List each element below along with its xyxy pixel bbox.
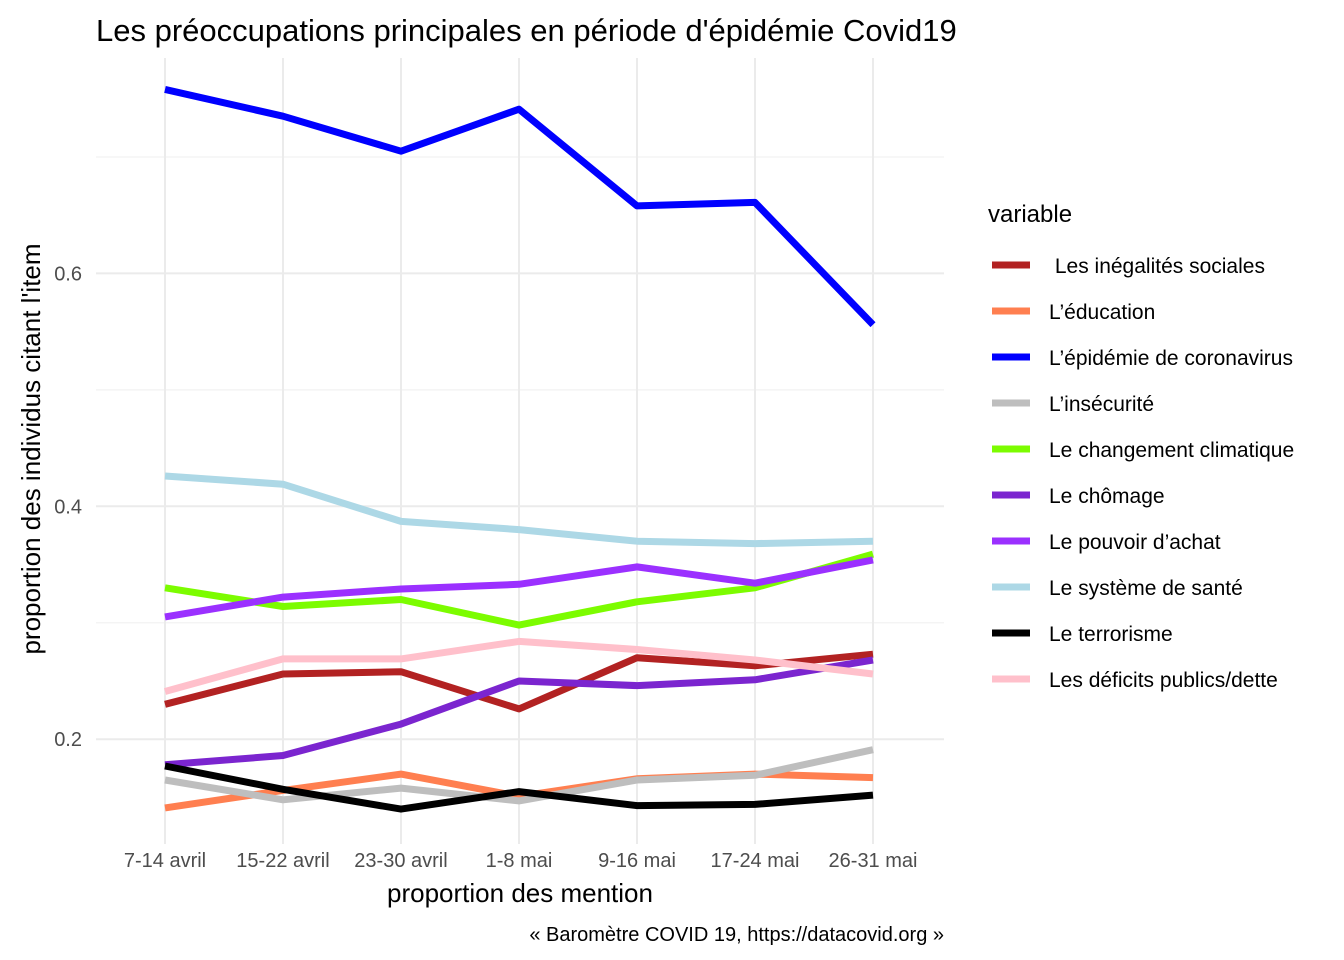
legend-label: L’éducation [1049,301,1155,324]
legend-label: Les inégalités sociales [1049,255,1265,278]
x-tick-label: 1-8 mai [486,850,553,872]
y-axis-label: proportion des individus citant l'item [16,243,46,654]
x-tick-label: 23-30 avril [354,850,447,872]
y-tick-label: 0.6 [54,263,82,285]
legend: variable Les inégalités sociales L’éducat… [988,201,1294,692]
legend-label: L’épidémie de coronavirus [1049,347,1293,370]
series-line [164,85,876,328]
series-line [164,762,874,813]
x-tick-label: 15-22 avril [236,850,329,872]
series-lines [164,85,876,813]
legend-label: Les déficits publics/dette [1049,669,1278,692]
legend-label: Le système de santé [1049,577,1243,600]
series-line [164,746,874,805]
grid [96,58,944,844]
legend-entries: Les inégalités sociales L’éducation L’épid… [992,255,1294,692]
legend-label: Le changement climatique [1049,439,1294,462]
chart-title: Les préoccupations principales en périod… [96,13,957,48]
legend-label: Le chômage [1049,485,1165,508]
series-line [164,472,874,548]
y-axis-ticks: 0.2 0.4 0.6 [54,263,82,751]
series-line [164,656,874,769]
x-tick-label: 26-31 mai [829,850,918,872]
x-tick-label: 7-14 avril [124,850,206,872]
series-line [164,650,874,713]
y-tick-label: 0.4 [54,496,82,518]
caption: « Baromètre COVID 19, https://datacovid.… [529,924,944,946]
legend-label: L’insécurité [1049,393,1154,416]
x-axis-ticks: 7-14 avril 15-22 avril 23-30 avril 1-8 mai 9… [124,850,918,872]
x-tick-label: 17-24 mai [711,850,800,872]
x-axis-label: proportion des mention [387,878,653,908]
legend-title: variable [988,201,1072,228]
series-line [164,550,874,629]
y-tick-label: 0.2 [54,729,82,751]
legend-label: Le pouvoir d’achat [1049,531,1221,554]
x-tick-label: 9-16 mai [598,850,676,872]
series-line [164,637,874,695]
series-line [164,556,874,621]
legend-label: Le terrorisme [1049,623,1173,646]
